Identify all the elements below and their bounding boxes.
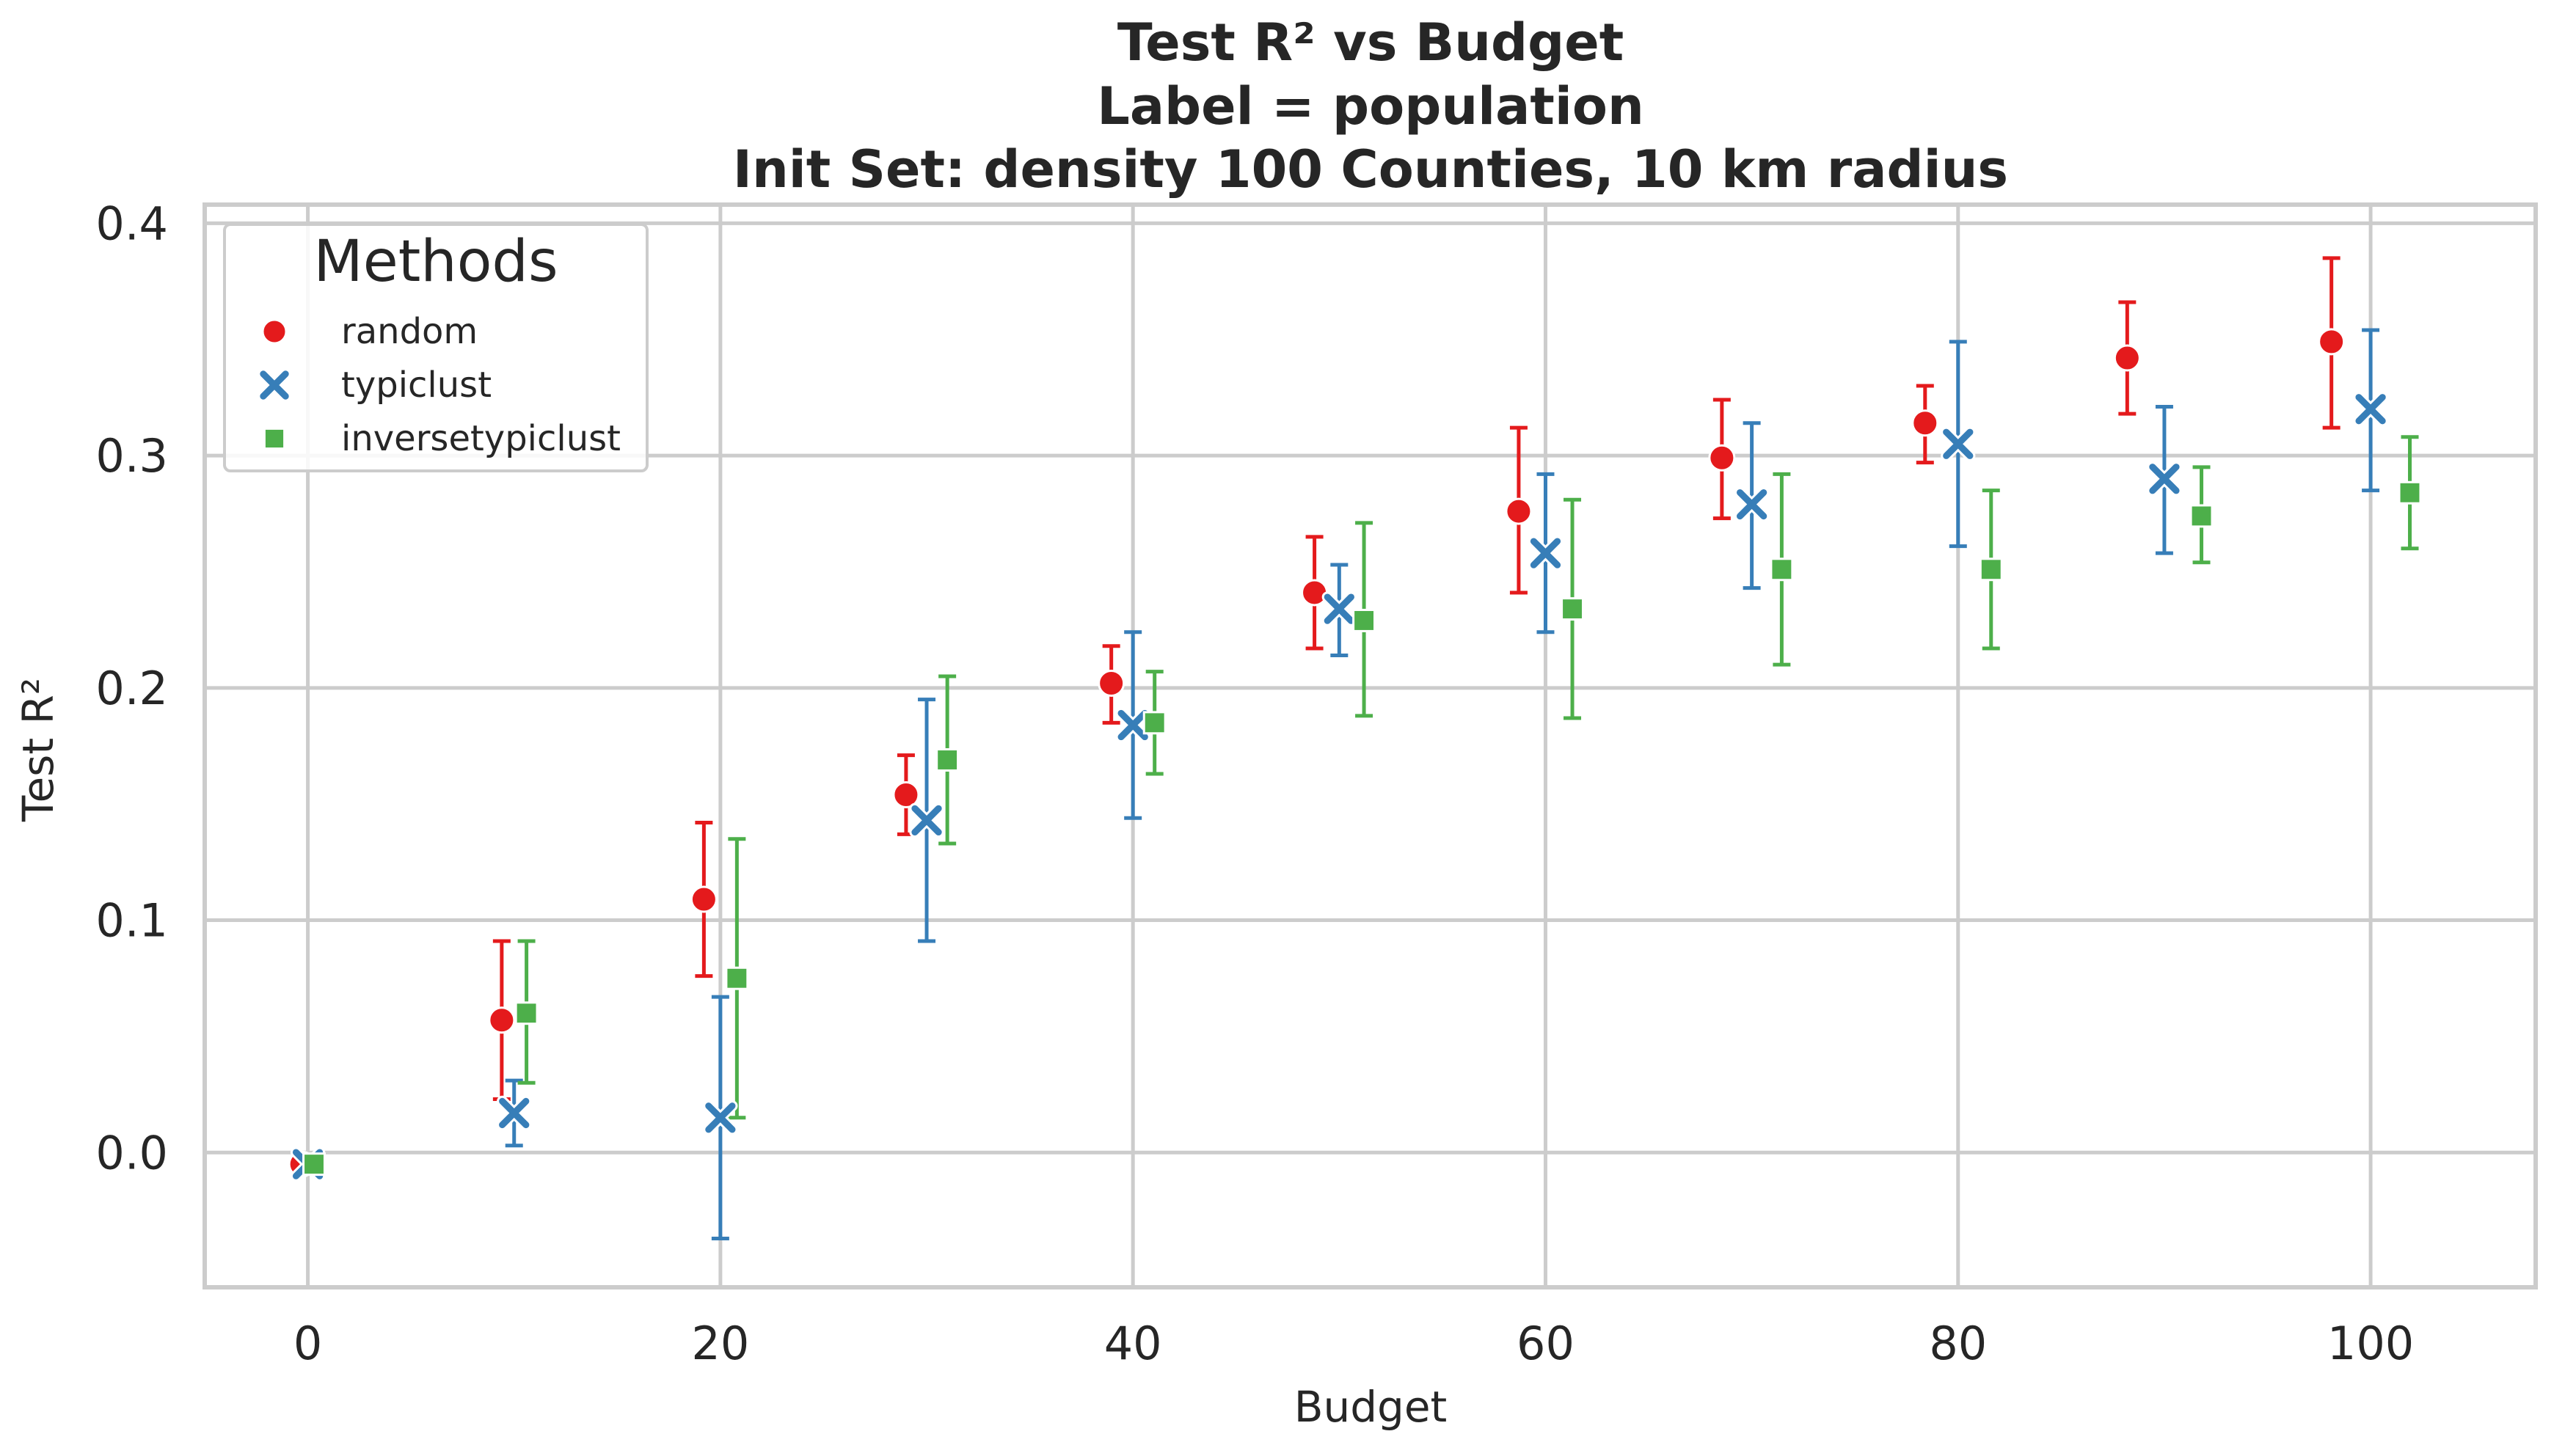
data-point-typiclust <box>1115 707 1150 743</box>
data-point-random <box>690 885 718 913</box>
data-point-typiclust <box>497 1095 532 1131</box>
marker-x-stroke <box>1943 428 1974 459</box>
y-tick-label: 0.1 <box>95 894 168 948</box>
legend-marker-inversetypiclust <box>263 427 286 450</box>
data-point-inversetypiclust <box>1979 557 2003 582</box>
marker-x-stroke <box>1530 538 1561 568</box>
data-point-random <box>2113 344 2141 372</box>
y-tick-label: 0.2 <box>95 662 168 715</box>
marker-x-stroke <box>705 1102 736 1133</box>
data-point-random <box>488 1006 516 1034</box>
data-point-random <box>1708 444 1736 472</box>
x-tick-label: 0 <box>293 1317 322 1370</box>
data-point-random <box>1505 497 1533 525</box>
data-point-typiclust <box>1734 486 1770 522</box>
marker-x-stroke <box>499 1097 530 1129</box>
y-tick-label: 0.4 <box>95 197 168 250</box>
data-point-random <box>1911 409 1939 437</box>
data-point-inversetypiclust <box>514 1001 539 1025</box>
plot-frame <box>203 202 2538 1289</box>
legend: Methods random typiclust inversetypiclust <box>223 223 649 472</box>
data-point-typiclust <box>1941 426 1976 461</box>
x-tick-label: 20 <box>691 1317 749 1370</box>
x-axis-label: Budget <box>1294 1382 1448 1432</box>
data-point-typiclust <box>703 1100 738 1135</box>
tick-layer: 0 20 40 60 80 100 0.0 0.1 0.2 0.3 0.4 <box>95 197 2414 1370</box>
marker-x-stroke <box>911 805 942 836</box>
data-point-typiclust <box>2147 461 2182 497</box>
legend-label-typiclust: typiclust <box>341 365 492 406</box>
legend-marker-typiclust <box>258 368 291 402</box>
data-point-typiclust <box>909 802 944 838</box>
y-tick-label: 0.3 <box>95 429 168 483</box>
data-point-inversetypiclust <box>1142 711 1167 735</box>
legend-marker-random <box>261 318 288 345</box>
marker-x-stroke <box>1117 709 1148 741</box>
data-point-inversetypiclust <box>302 1152 326 1177</box>
x-tick-label: 60 <box>1517 1317 1575 1370</box>
legend-label-random: random <box>341 311 478 352</box>
data-point-typiclust <box>1528 535 1564 571</box>
data-point-inversetypiclust <box>1770 557 1794 582</box>
legend-title: Methods <box>313 229 558 295</box>
legend-entries: random typiclust inversetypiclust <box>258 311 621 459</box>
legend-box <box>223 223 649 472</box>
y-tick-label: 0.0 <box>95 1126 168 1179</box>
marker-x-stroke <box>260 370 289 400</box>
marker-layer <box>288 328 2422 1182</box>
marker-x-stroke <box>2149 464 2180 494</box>
x-tick-label: 80 <box>1929 1317 1987 1370</box>
data-point-random <box>1098 669 1125 697</box>
data-point-inversetypiclust <box>1352 609 1376 632</box>
marker-x-stroke <box>1324 593 1354 624</box>
data-point-inversetypiclust <box>725 966 749 990</box>
data-point-random <box>1301 579 1329 607</box>
data-point-typiclust <box>2353 392 2388 427</box>
data-point-random <box>2318 328 2346 356</box>
chart-title: Test R² vs Budget <box>1117 12 1624 73</box>
chart-subtitle-line-1: Label = population <box>1097 76 1644 136</box>
x-tick-label: 40 <box>1104 1317 1162 1370</box>
marker-x-stroke <box>1736 489 1767 520</box>
data-point-inversetypiclust <box>1561 597 1584 621</box>
data-point-inversetypiclust <box>2398 480 2422 505</box>
legend-label-inversetypiclust: inversetypiclust <box>341 418 621 459</box>
data-point-random <box>892 781 920 809</box>
data-point-typiclust <box>1321 591 1357 626</box>
y-axis-label: Test R² <box>13 678 63 822</box>
data-point-inversetypiclust <box>2189 504 2214 528</box>
x-tick-label: 100 <box>2327 1317 2414 1370</box>
marker-x-stroke <box>2355 394 2386 425</box>
chart-subtitle-line-2: Init Set: density 100 Counties, 10 km ra… <box>733 139 2008 200</box>
data-point-inversetypiclust <box>935 748 960 772</box>
